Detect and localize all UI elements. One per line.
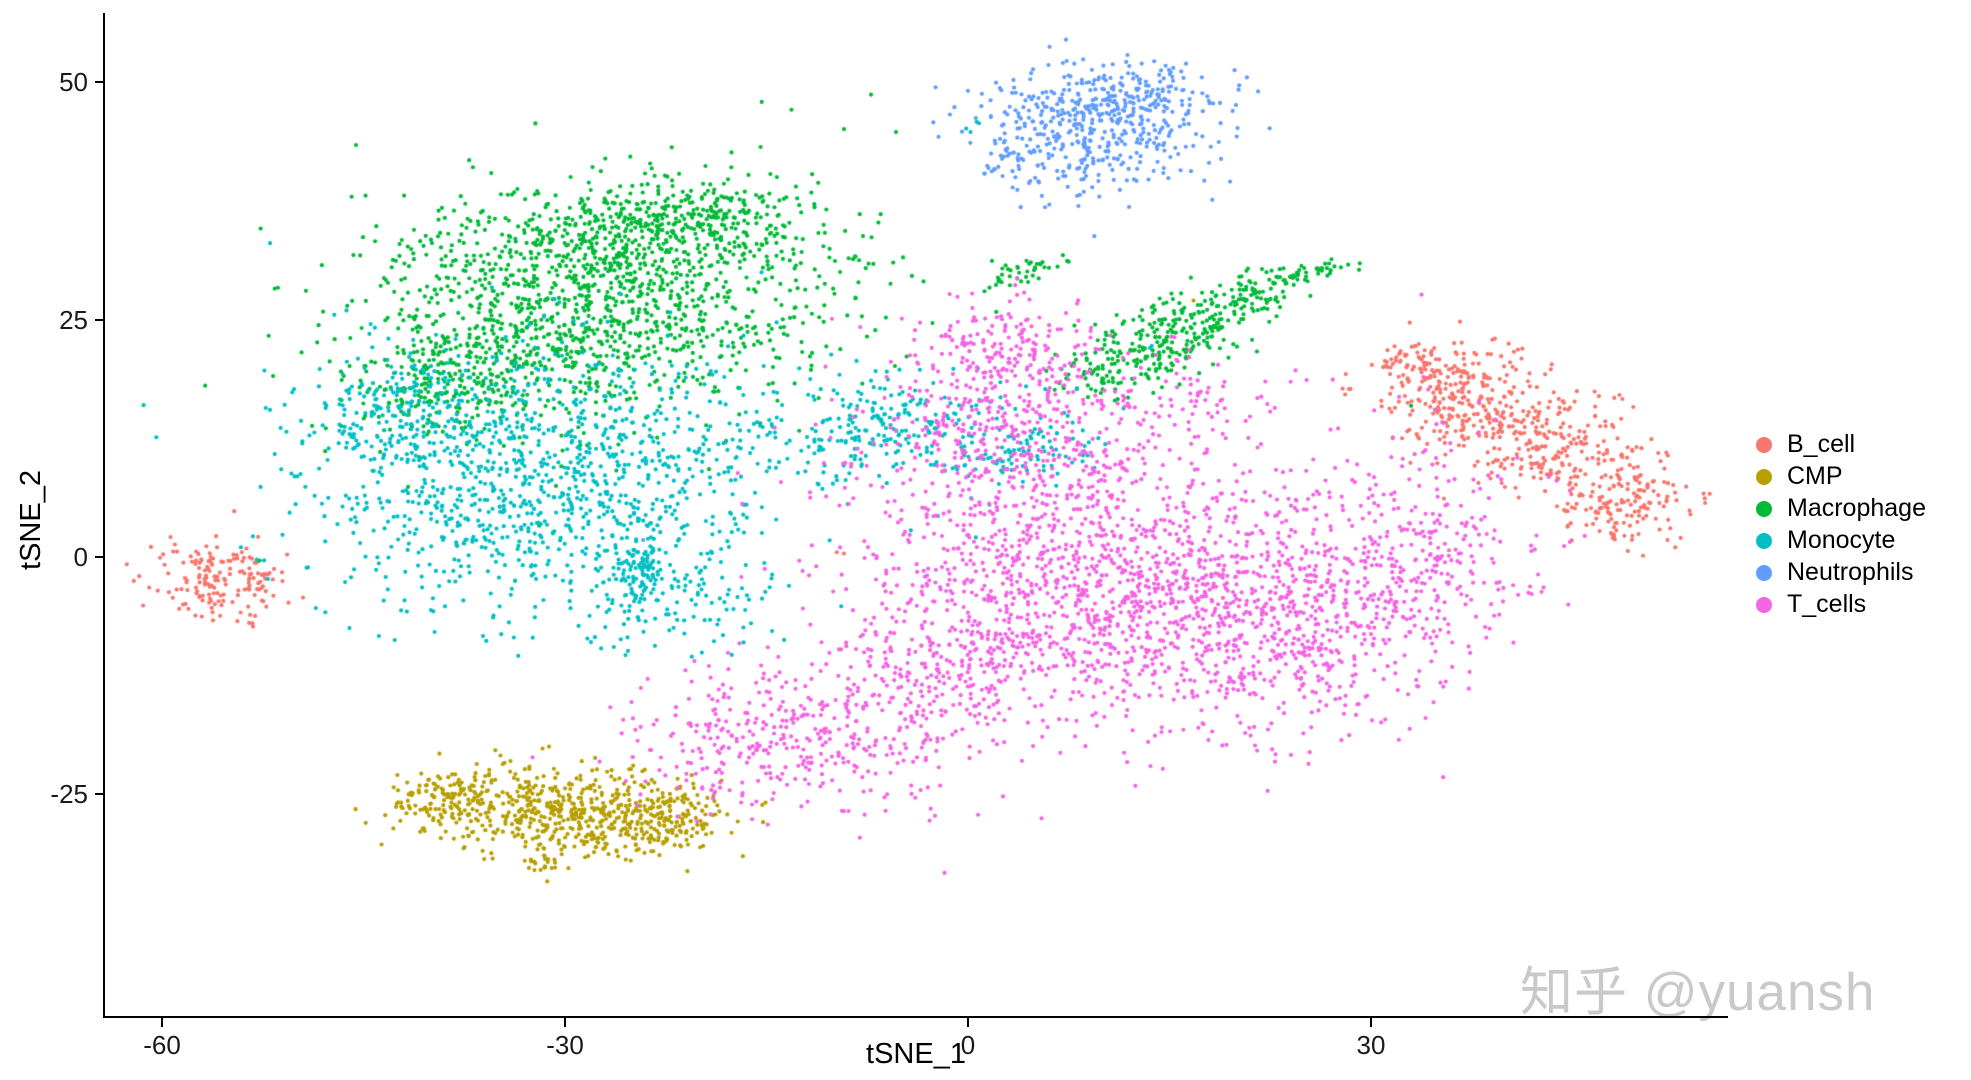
x-axis-line (104, 1016, 1728, 1018)
legend-swatch-monocyte (1756, 532, 1772, 549)
watermark: 知乎 @yuansh (1520, 963, 1876, 1022)
legend-swatch-neutrophils (1756, 564, 1772, 581)
legend-swatch-macrophage (1756, 500, 1772, 517)
x-tick-label: -30 (546, 1030, 584, 1060)
legend-swatch-cmp (1756, 468, 1772, 485)
y-axis-tick (95, 319, 104, 321)
legend-label-neutrophils: Neutrophils (1787, 558, 1914, 586)
legend-item-t-cells: T_cells (1756, 592, 1926, 617)
y-axis-tick (95, 793, 104, 795)
y-axis-tick (95, 556, 104, 558)
legend-label-cmp: CMP (1787, 462, 1843, 490)
y-axis-title: tSNE_2 (15, 470, 47, 570)
legend-label-monocyte: Monocyte (1787, 526, 1896, 554)
x-axis-title: tSNE_1 (866, 1038, 966, 1070)
legend-swatch-t-cells (1756, 596, 1772, 613)
y-axis-line (103, 13, 105, 1018)
x-axis-tick (1370, 1018, 1372, 1027)
x-tick-label: -60 (143, 1030, 181, 1060)
x-axis-tick (161, 1018, 163, 1027)
x-tick-label: 0 (960, 1030, 976, 1060)
legend-item-neutrophils: Neutrophils (1756, 560, 1926, 585)
y-tick-label: -25 (50, 779, 88, 809)
legend-swatch-b-cell (1756, 436, 1772, 453)
y-tick-label: 25 (59, 305, 88, 335)
x-tick-label: 30 (1356, 1030, 1386, 1060)
legend-item-macrophage: Macrophage (1756, 496, 1926, 521)
legend-item-cmp: CMP (1756, 464, 1926, 489)
legend-item-b-cell: B_cell (1756, 432, 1926, 457)
y-tick-label: 0 (73, 542, 88, 572)
y-axis-tick (95, 81, 104, 83)
legend-item-monocyte: Monocyte (1756, 528, 1926, 553)
legend-label-t-cells: T_cells (1787, 590, 1867, 618)
x-axis-tick (967, 1018, 969, 1027)
legend-label-macrophage: Macrophage (1787, 494, 1926, 522)
y-tick-label: 50 (59, 67, 88, 97)
x-axis-tick (564, 1018, 566, 1027)
legend: B_cell CMP Macrophage Monocyte Neutrophi… (1756, 432, 1926, 617)
legend-label-b-cell: B_cell (1787, 430, 1856, 458)
